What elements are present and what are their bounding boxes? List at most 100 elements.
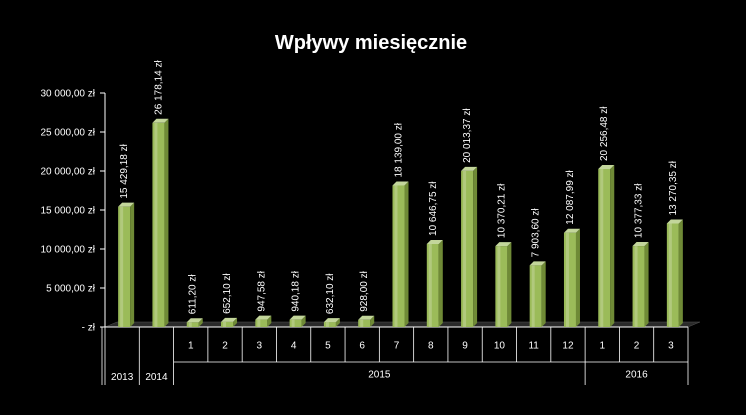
y-tick-label: - zł [82, 323, 96, 334]
bar [221, 317, 238, 327]
bar [666, 219, 683, 327]
bar-highlight [188, 322, 192, 327]
bar [186, 318, 203, 327]
bar-highlight [154, 122, 158, 327]
bar-side [644, 242, 649, 327]
bar-front [461, 170, 474, 327]
category-label: 3 [257, 341, 263, 352]
bar [152, 118, 169, 327]
data-label: 940,18 zł [291, 270, 302, 311]
bar-front [152, 122, 165, 327]
category-label: 12 [562, 341, 574, 352]
bar-front [666, 223, 679, 327]
chart-title: Wpływy miesięcznie [275, 32, 467, 54]
bar-front [358, 319, 371, 327]
data-label: 13 270,35 zł [668, 160, 679, 215]
bar-side [370, 315, 375, 327]
bar [323, 318, 340, 327]
category-label: 2 [634, 341, 640, 352]
bar [118, 202, 135, 327]
data-label: 947,58 zł [256, 270, 267, 311]
bar-top [358, 315, 375, 320]
bar-highlight [325, 322, 329, 327]
y-tick-label: 5 000,00 zł [46, 284, 96, 295]
bar [598, 164, 615, 327]
bar-top [598, 164, 615, 169]
bar-highlight [463, 170, 467, 327]
bar-front [289, 319, 302, 327]
bar-highlight [600, 168, 604, 327]
category-label: 1 [188, 341, 194, 352]
bar-side [610, 164, 615, 327]
year-label: 2013 [111, 372, 134, 383]
category-label: 5 [325, 341, 331, 352]
data-label: 652,10 zł [222, 273, 233, 314]
bar-top [632, 242, 649, 247]
bar-highlight [291, 319, 295, 327]
bar-highlight [565, 232, 569, 327]
bar-top [563, 228, 580, 233]
y-tick-label: 30 000,00 zł [41, 89, 96, 100]
y-tick-label: 20 000,00 zł [41, 167, 96, 178]
bar-top [495, 242, 512, 247]
year-label: 2015 [368, 370, 391, 381]
bar-top [152, 118, 169, 123]
bar [392, 181, 409, 327]
bar-side [267, 315, 272, 327]
bar-front [392, 185, 405, 327]
bar-front [186, 322, 199, 327]
bar [495, 242, 512, 327]
y-tick-label: 25 000,00 zł [41, 128, 96, 139]
bar-top [461, 166, 478, 171]
bar-top [186, 318, 203, 323]
y-tick-label: 15 000,00 zł [41, 206, 96, 217]
bar-front [563, 232, 576, 327]
data-label: 632,10 zł [325, 273, 336, 314]
bar-top [426, 239, 443, 244]
bar-side [198, 318, 203, 327]
bar-side [678, 219, 683, 327]
bar-highlight [257, 319, 261, 327]
category-label: 10 [494, 341, 506, 352]
bar-front [529, 265, 542, 327]
bar-side [301, 315, 306, 327]
bar-side [541, 261, 546, 327]
bar-side [575, 228, 580, 327]
bar-top [529, 261, 546, 266]
year-label: 2016 [625, 370, 648, 381]
data-label: 928,00 zł [359, 270, 370, 311]
bar-front [255, 319, 268, 327]
y-tick-label: 10 000,00 zł [41, 245, 96, 256]
bar-front [426, 243, 439, 327]
bar-top [221, 317, 238, 322]
bar-highlight [668, 223, 672, 327]
bar-highlight [360, 319, 364, 327]
data-label: 26 178,14 zł [153, 60, 164, 115]
category-label: 8 [428, 341, 434, 352]
bar-front [118, 206, 131, 327]
data-label: 18 139,00 zł [394, 122, 405, 177]
bar-highlight [634, 246, 638, 327]
bar-front [598, 168, 611, 327]
data-label: 10 377,33 zł [634, 183, 645, 238]
bar-front [495, 246, 508, 327]
bar-top [289, 315, 306, 320]
category-label: 3 [668, 341, 674, 352]
category-label: 2 [222, 341, 228, 352]
data-label: 20 256,48 zł [599, 106, 610, 161]
bar [358, 315, 375, 327]
data-label: 10 370,21 zł [496, 183, 507, 238]
bar-highlight [120, 206, 124, 327]
category-label: 11 [528, 341, 539, 352]
data-labels: 15 429,18 zł 26 178,14 zł 611,20 zł 652,10 … [119, 60, 679, 315]
bar-front [632, 246, 645, 327]
bar-highlight [428, 243, 432, 327]
category-label: 1 [599, 341, 605, 352]
year-label: 2014 [145, 372, 168, 383]
bar [289, 315, 306, 327]
category-label: 4 [291, 341, 297, 352]
bar-side [233, 317, 238, 327]
bar [529, 261, 546, 327]
bar-top [255, 315, 272, 320]
